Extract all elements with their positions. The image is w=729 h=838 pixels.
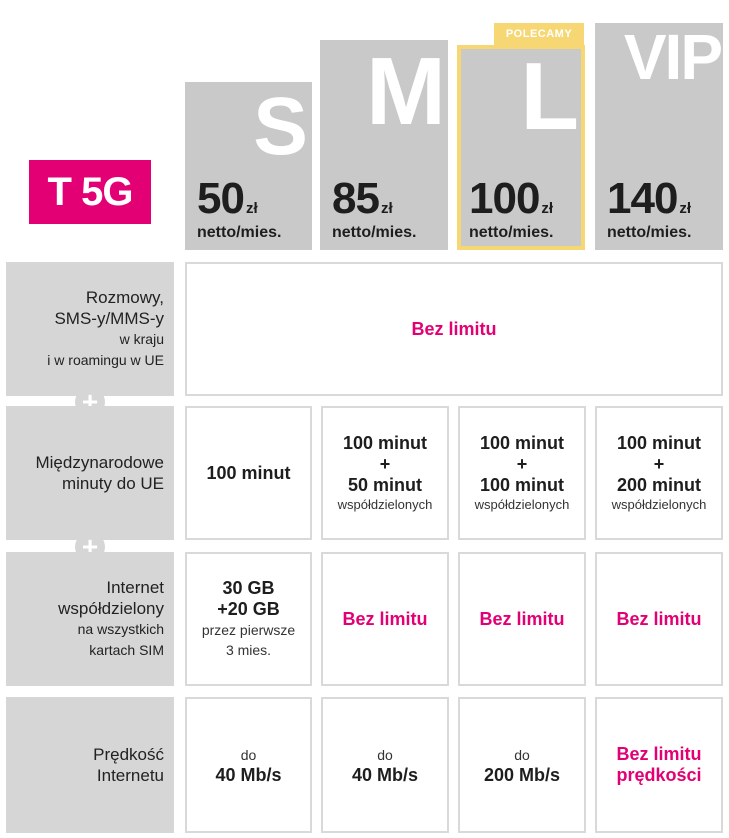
plan-period: netto/mies.	[197, 224, 282, 241]
plan-price: 85 zł	[332, 174, 393, 223]
plan-letter: M	[366, 40, 446, 145]
plan-letter: S	[253, 82, 308, 172]
intl-minutes-m: 100 minut + 50 minut współdzielonych	[321, 406, 449, 540]
intl-minutes-l: 100 minut + 100 minut współdzielonych	[458, 406, 586, 540]
plan-m-header[interactable]: M 85 zł netto/mies.	[320, 40, 448, 250]
internet-s: 30 GB +20 GB przez pierwsze 3 mies.	[185, 552, 312, 686]
plan-vip-header[interactable]: VIP 140 zł netto/mies.	[595, 23, 723, 250]
plan-period: netto/mies.	[332, 224, 417, 241]
plan-letter: L	[520, 45, 579, 150]
row-label-internet-speed: Prędkość Internetu	[6, 697, 174, 833]
plan-period: netto/mies.	[607, 224, 692, 241]
recommended-badge: POLECAMY	[494, 23, 584, 45]
plan-period: netto/mies.	[469, 224, 554, 241]
speed-m: do 40 Mb/s	[321, 697, 449, 833]
row-label-shared-internet: Internet współdzielony na wszystkich kar…	[6, 552, 174, 686]
plan-letter: VIP	[623, 23, 723, 93]
internet-m: Bez limitu	[321, 552, 449, 686]
plan-price: 50 zł	[197, 174, 258, 223]
plan-price: 100 zł	[469, 174, 554, 223]
speed-l: do 200 Mb/s	[458, 697, 586, 833]
speed-vip: Bez limitu prędkości	[595, 697, 723, 833]
intl-minutes-s: 100 minut	[185, 406, 312, 540]
t-5g-logo: T 5G	[29, 160, 151, 224]
speed-s: do 40 Mb/s	[185, 697, 312, 833]
intl-minutes-vip: 100 minut + 200 minut współdzielonych	[595, 406, 723, 540]
plan-l-header[interactable]: L 100 zł netto/mies.	[457, 45, 585, 250]
calls-sms-unlimited-cell: Bez limitu	[185, 262, 723, 396]
plan-price: 140 zł	[607, 174, 692, 223]
internet-vip: Bez limitu	[595, 552, 723, 686]
plan-s-header[interactable]: S 50 zł netto/mies.	[185, 82, 312, 250]
internet-l: Bez limitu	[458, 552, 586, 686]
row-label-calls-sms: Rozmowy, SMS-y/MMS-y w kraju i w roaming…	[6, 262, 174, 396]
row-label-international-minutes: Międzynarodowe minuty do UE	[6, 406, 174, 540]
